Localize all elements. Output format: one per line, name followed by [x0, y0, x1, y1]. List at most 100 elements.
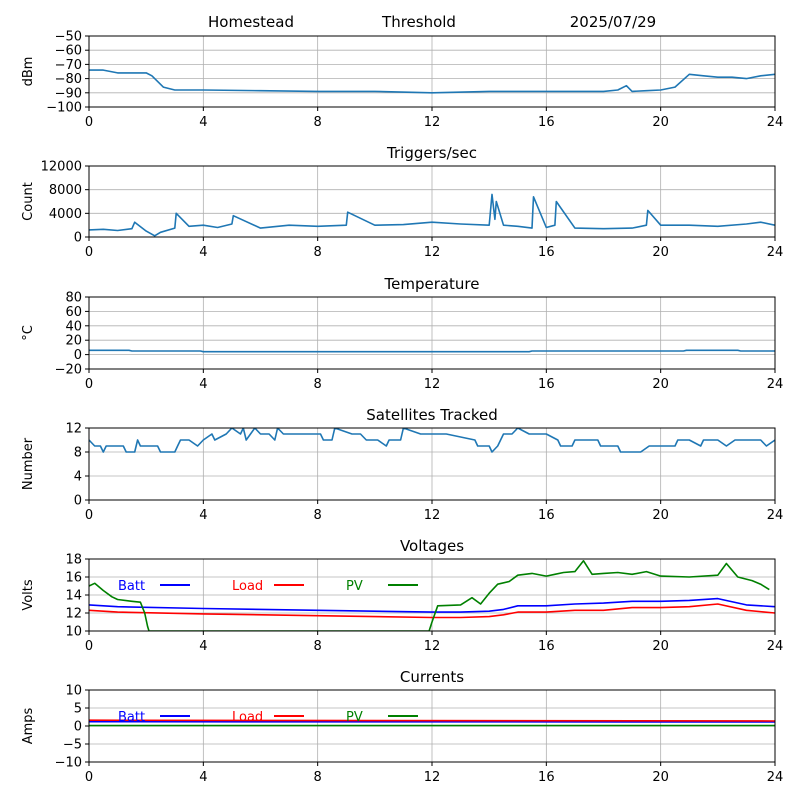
x-tick-label: 12 [424, 508, 441, 523]
series-line-1 [89, 193, 775, 237]
y-tick-label: 8000 [49, 183, 82, 198]
legend-label-load: Load [232, 579, 263, 594]
y-tick-label: 60 [65, 305, 82, 320]
y-tick-label: 4000 [49, 207, 82, 222]
x-tick-label: 0 [85, 377, 93, 392]
x-tick-label: 20 [652, 115, 669, 130]
chart-title: Triggers/sec [386, 144, 477, 162]
x-tick-label: 4 [199, 245, 207, 260]
series-line-load [89, 719, 775, 722]
x-tick-label: 24 [767, 115, 784, 130]
y-axis-label: Volts [21, 579, 36, 611]
y-tick-label: 0 [74, 231, 82, 246]
series-group [89, 428, 775, 453]
x-tick-label: 4 [199, 508, 207, 523]
x-tick-label: 16 [538, 508, 555, 523]
x-tick-label: 24 [767, 770, 784, 785]
y-tick-label: 14 [65, 589, 82, 604]
x-tick-label: 8 [314, 245, 322, 260]
x-tick-label: 16 [538, 770, 555, 785]
y-tick-label: 40 [65, 319, 82, 334]
header-mode: Threshold [381, 13, 456, 31]
series-group [89, 719, 775, 727]
y-tick-label: −10 [55, 756, 82, 771]
x-tick-label: 16 [538, 115, 555, 130]
y-tick-label: 4 [74, 470, 82, 485]
y-tick-label: −50 [55, 30, 82, 45]
x-tick-label: 0 [85, 508, 93, 523]
y-tick-label: 18 [65, 553, 82, 568]
y-tick-label: 12 [65, 607, 82, 622]
series-group [89, 559, 775, 631]
x-tick-label: 16 [538, 377, 555, 392]
y-tick-label: −80 [55, 72, 82, 87]
chart-panel-4: 0 4 8 12 16 20 24 12 8 4 0 Satellites Tracked Number [21, 406, 783, 523]
series-group [89, 193, 775, 237]
series-group [89, 69, 775, 94]
legend-label-batt: Batt [118, 710, 145, 725]
x-tick-label: 24 [767, 508, 784, 523]
plot-frame [88, 689, 776, 763]
x-tick-label: 12 [424, 639, 441, 654]
y-axis-label: dBm [21, 57, 36, 87]
legend-label-pv: PV [346, 710, 363, 725]
plot-frame [88, 35, 776, 108]
y-tick-label: −20 [55, 363, 82, 378]
chart-title: Satellites Tracked [366, 406, 497, 424]
x-tick-label: 0 [85, 115, 93, 130]
x-tick-label: 4 [199, 770, 207, 785]
series-line-1 [89, 349, 775, 353]
series-line-batt [89, 597, 775, 613]
chart-title: Temperature [383, 275, 479, 293]
y-tick-label: 80 [65, 291, 82, 306]
x-tick-label: 20 [652, 377, 669, 392]
legend-label-load: Load [232, 710, 263, 725]
y-tick-label: −70 [55, 58, 82, 73]
chart-panel-6: 0 4 8 12 16 20 24 10 5 0 −5 −10 Currents Amps Batt Load… [21, 668, 783, 785]
chart-panel-1: 0 4 8 12 16 20 24 −50−60−70−80−90−100 dBm [21, 30, 783, 131]
x-tick-label: 4 [199, 377, 207, 392]
y-tick-label: −5 [63, 738, 82, 753]
chart-title: Voltages [400, 537, 464, 555]
y-tick-label: 10 [65, 684, 82, 699]
plot-frame [88, 427, 776, 501]
y-tick-label: 10 [65, 625, 82, 640]
plot-frame [88, 165, 776, 238]
y-tick-label: 0 [74, 348, 82, 363]
x-tick-label: 12 [424, 377, 441, 392]
y-axis-label: Amps [21, 707, 36, 744]
y-tick-label: 16 [65, 571, 82, 586]
y-tick-label: −100 [46, 101, 82, 116]
x-tick-label: 24 [767, 639, 784, 654]
y-tick-label: 5 [74, 702, 82, 717]
x-tick-label: 8 [314, 508, 322, 523]
y-tick-label: −90 [55, 86, 82, 101]
x-tick-label: 16 [538, 639, 555, 654]
x-tick-label: 12 [424, 115, 441, 130]
header-date: 2025/07/29 [570, 13, 656, 31]
y-tick-label: 0 [74, 720, 82, 735]
chart-title: Currents [400, 668, 464, 686]
x-tick-label: 8 [314, 115, 322, 130]
y-tick-label: 0 [74, 494, 82, 509]
y-tick-label: 20 [65, 334, 82, 349]
y-tick-label: −60 [55, 44, 82, 59]
header-site: Homestead [208, 13, 294, 31]
legend-label-batt: Batt [118, 579, 145, 594]
series-line-pv [89, 559, 770, 631]
plot-frame [88, 558, 776, 632]
y-tick-label: 12000 [41, 160, 82, 175]
y-axis-label: Number [21, 437, 36, 490]
x-tick-label: 20 [652, 508, 669, 523]
plot-frame [88, 296, 776, 370]
x-tick-label: 8 [314, 770, 322, 785]
x-tick-label: 24 [767, 377, 784, 392]
chart-panel-5: 0 4 8 12 16 20 24 18 16 14 12 10 Voltages Volts Batt Lo… [21, 537, 783, 654]
series-group [89, 349, 775, 353]
y-tick-label: 12 [65, 422, 82, 437]
x-tick-label: 12 [424, 245, 441, 260]
series-line-1 [89, 69, 775, 94]
